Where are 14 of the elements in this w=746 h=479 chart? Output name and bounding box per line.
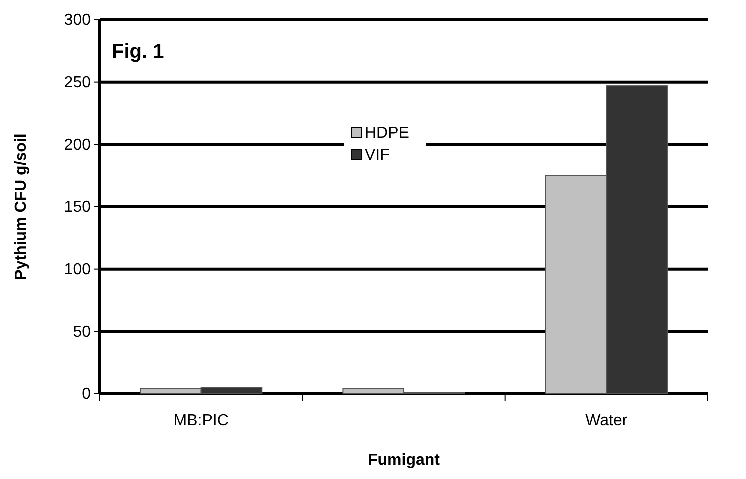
y-tick-label: 0	[82, 386, 92, 404]
legend-label: VIF	[365, 147, 390, 164]
x-axis-title: Fumigant	[368, 452, 441, 469]
y-tick-label: 300	[64, 12, 92, 30]
y-tick-label: 50	[73, 324, 92, 341]
y-axis-title: Pythium CFU g/soil	[13, 134, 30, 280]
text: Fig. 1	[112, 41, 164, 63]
legend-label: HDPE	[365, 125, 410, 142]
x-tick-label: MB:PIC	[174, 412, 229, 430]
y-tick-label: 250	[64, 74, 92, 92]
x-tick-label: Water	[586, 412, 628, 430]
y-tick-label: 150	[64, 199, 92, 216]
y-tick-label: 200	[64, 136, 92, 154]
y-tick-label: 100	[64, 261, 92, 278]
